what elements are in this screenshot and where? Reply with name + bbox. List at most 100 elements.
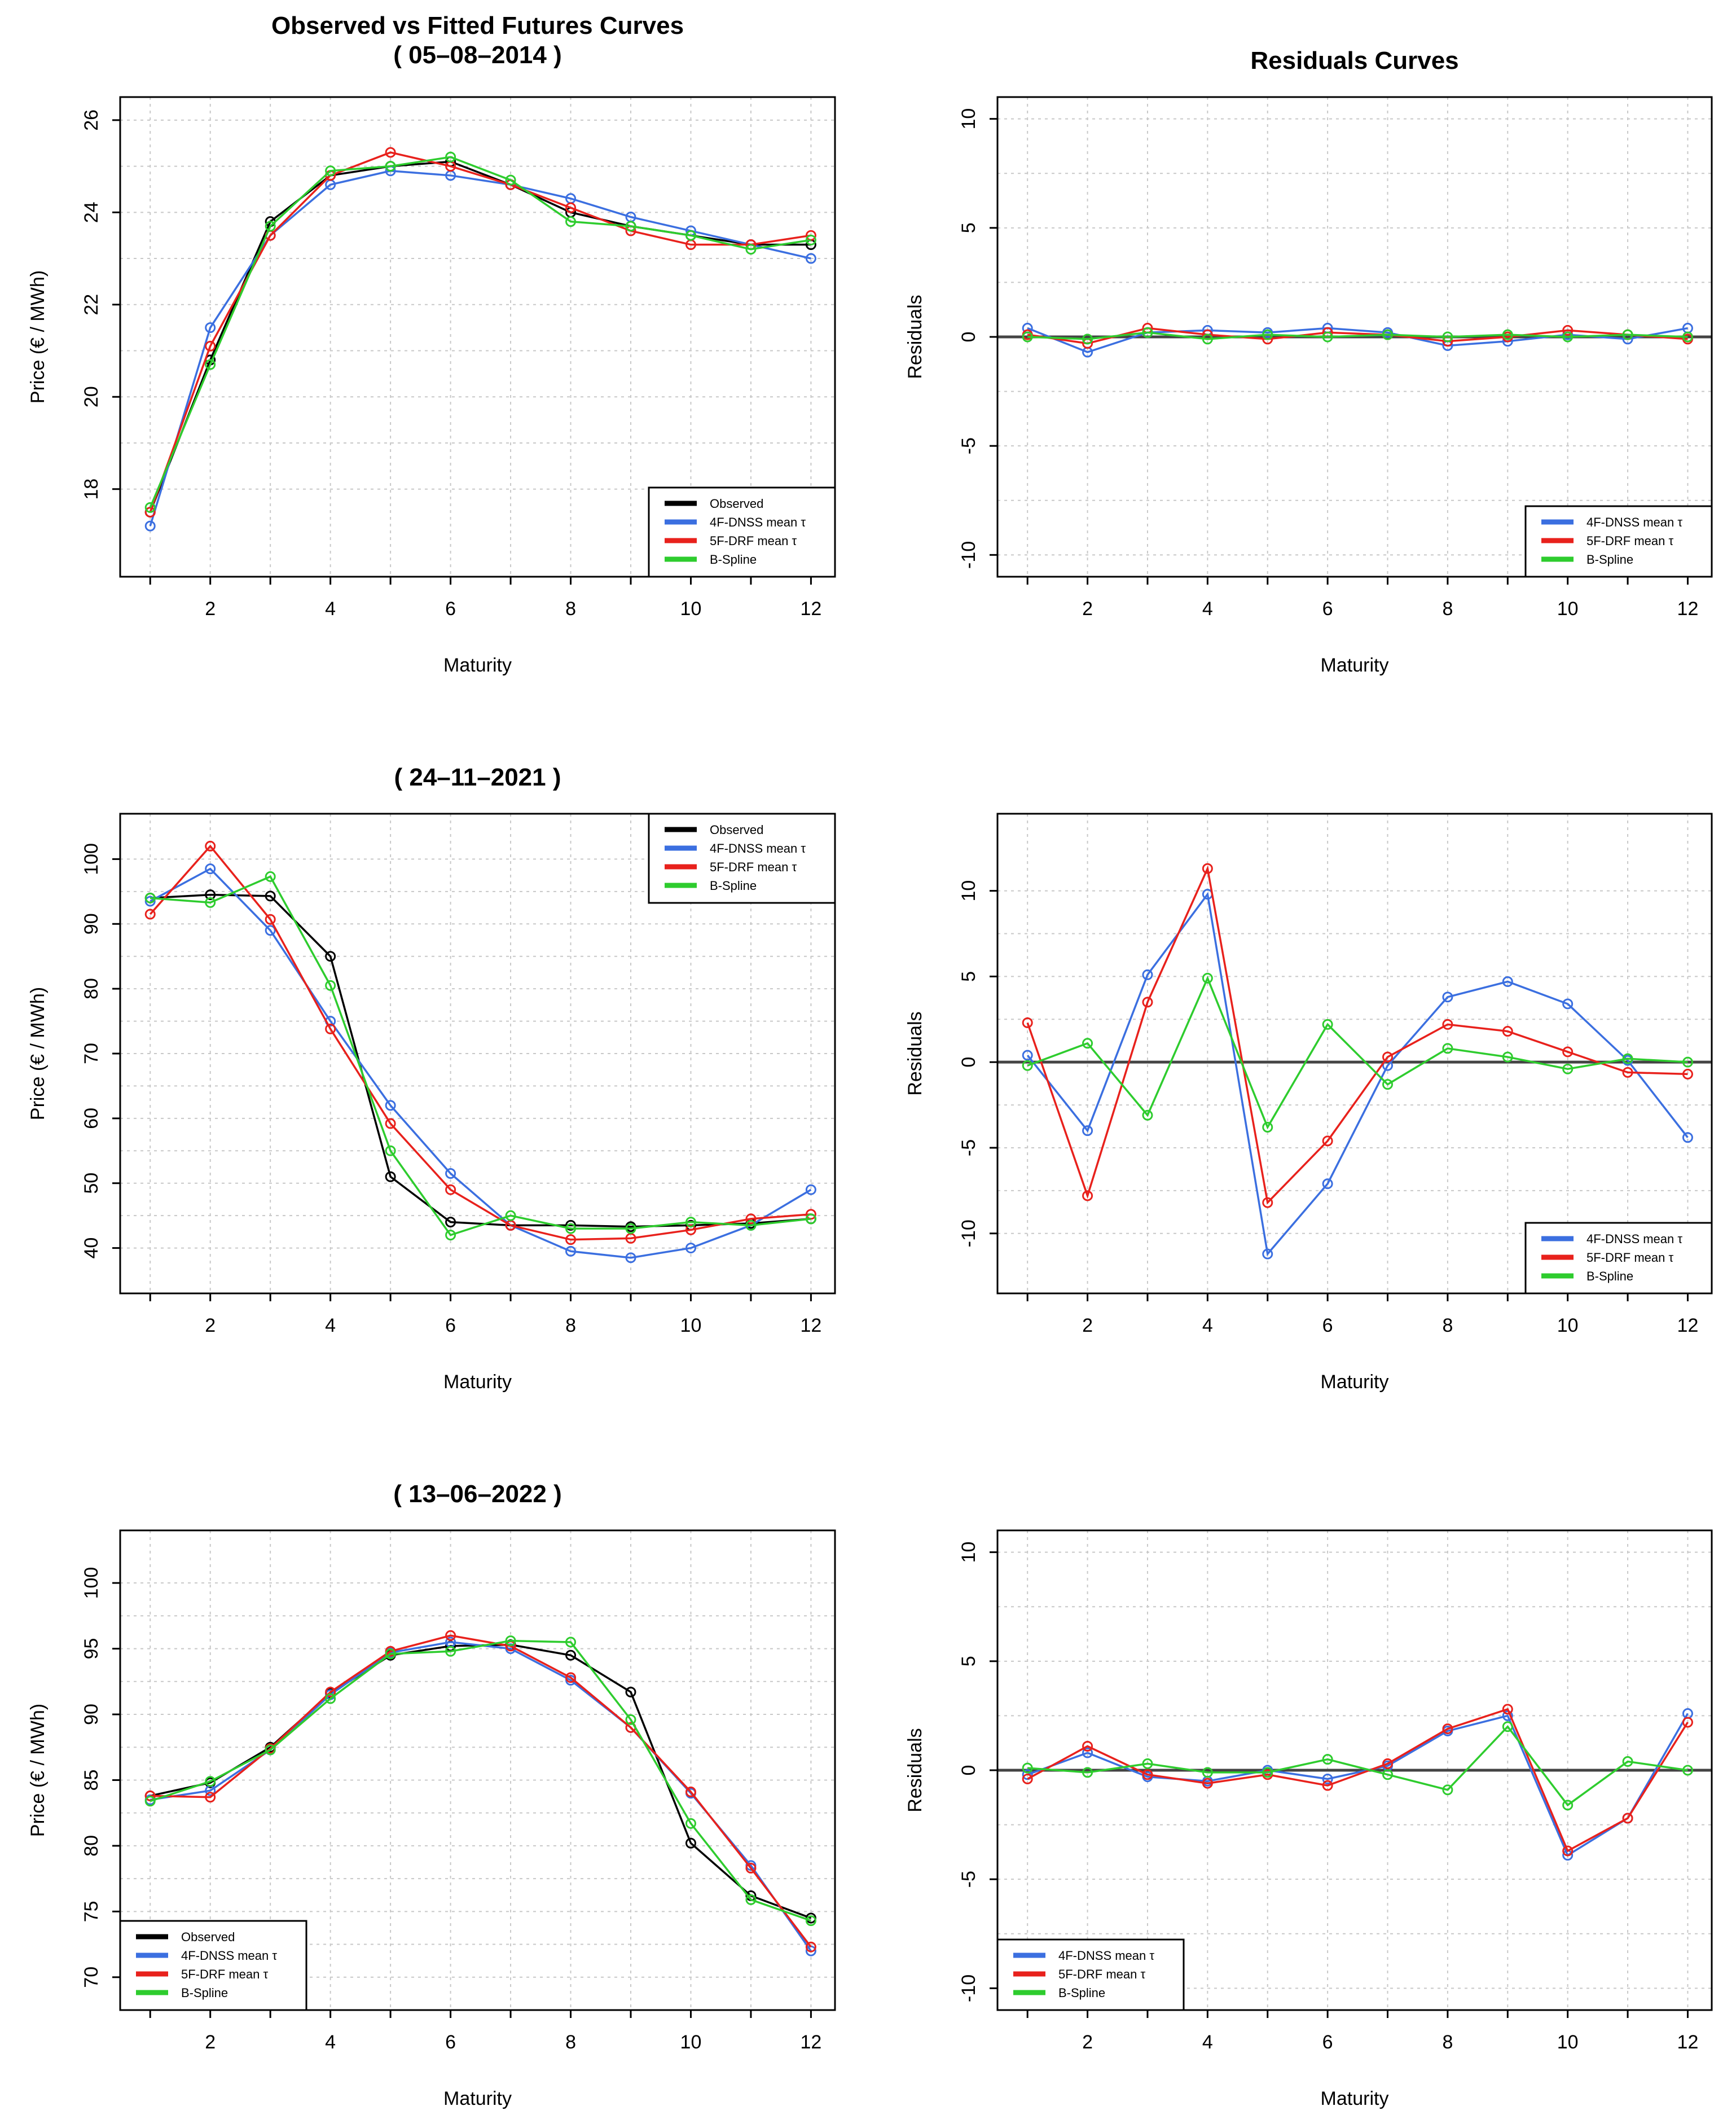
y-tick-label: 100 — [81, 843, 102, 875]
data-point-5f-drf-mean — [325, 1686, 336, 1697]
data-point-b-spline — [1382, 1769, 1394, 1780]
legend-label: 5F-DRF mean τ — [1058, 1967, 1145, 1981]
series-line-4f-dnss-mean — [150, 867, 812, 1259]
data-point-b-spline — [1022, 1060, 1033, 1071]
data-point-b-spline — [385, 161, 396, 172]
legend: Observed 4F-DNSS mean τ 5F-DRF mean τ B-Spl… — [648, 486, 836, 578]
data-point-b-spline — [1382, 1079, 1394, 1090]
legend-label: B-Spline — [710, 552, 757, 567]
data-point-b-spline — [1082, 1038, 1093, 1049]
x-axis-label: Maturity — [443, 2088, 512, 2109]
data-point-b-spline — [1262, 1122, 1273, 1133]
data-point-b-spline — [1442, 331, 1453, 343]
data-point-observed — [205, 889, 216, 901]
data-point-b-spline — [1322, 331, 1333, 343]
y-axis-label: Price (€ / MWh) — [27, 987, 49, 1120]
data-point-b-spline — [505, 1210, 516, 1221]
series-line-observed — [150, 1643, 812, 1919]
x-tick-label: 10 — [680, 2032, 702, 2053]
legend-label: 5F-DRF mean τ — [710, 534, 797, 548]
x-tick-label: 2 — [205, 1315, 216, 1336]
data-point-b-spline — [685, 1217, 696, 1228]
data-point-b-spline — [1562, 1063, 1574, 1074]
data-point-b-spline — [1382, 329, 1394, 340]
x-tick-label: 12 — [800, 2032, 821, 2053]
data-point-4f-dnss-mean — [685, 1243, 696, 1254]
x-tick-label: 10 — [1557, 2032, 1579, 2053]
chart-panel-p5: 2 4 6 8 10 12 70 75 80 85 90 95 100 Maturity Price (€ … — [27, 1480, 836, 2109]
series-line-b-spline — [149, 156, 811, 508]
y-tick-label: 5 — [958, 971, 979, 982]
data-point-4f-dnss-mean — [1562, 998, 1574, 1010]
y-axis-label: Price (€ / MWh) — [27, 1704, 49, 1837]
data-point-b-spline — [144, 892, 156, 903]
y-tick-label: 70 — [81, 1043, 102, 1064]
data-point-b-spline — [445, 151, 456, 163]
data-point-b-spline — [144, 502, 156, 513]
data-point-observed — [565, 1649, 577, 1661]
x-tick-label: 4 — [1202, 1315, 1213, 1336]
legend-label: 4F-DNSS mean τ — [1058, 1949, 1154, 1963]
y-tick-label: 90 — [81, 913, 102, 934]
y-tick-label: 90 — [81, 1704, 102, 1725]
data-point-5f-drf-mean — [325, 1023, 336, 1034]
series-line-4f-dnss-mean — [1027, 1713, 1689, 1857]
data-point-5f-drf-mean — [1082, 1190, 1093, 1201]
data-point-b-spline — [1262, 329, 1273, 340]
data-point-5f-drf-mean — [1562, 1046, 1574, 1058]
data-point-b-spline — [805, 234, 816, 245]
series-line-4f-dnss-mean — [1027, 327, 1688, 353]
data-point-b-spline — [265, 1744, 276, 1756]
x-axis-label: Maturity — [443, 655, 512, 676]
data-point-b-spline — [1442, 1784, 1453, 1796]
x-tick-label: 8 — [565, 1315, 576, 1336]
legend-label: 4F-DNSS mean τ — [181, 1949, 277, 1963]
legend: 4F-DNSS mean τ 5F-DRF mean τ B-Spline — [996, 1938, 1185, 2011]
chart-title: ( 05–08–2014 ) — [393, 41, 561, 69]
data-point-4f-dnss-mean — [805, 1184, 816, 1195]
data-point-b-spline — [325, 1693, 336, 1704]
data-point-observed — [625, 1686, 636, 1697]
data-point-5f-drf-mean — [685, 1224, 696, 1235]
data-point-4f-dnss-mean — [1322, 1178, 1333, 1190]
data-point-5f-drf-mean — [1322, 1780, 1333, 1791]
legend-label: Observed — [181, 1930, 235, 1944]
x-tick-label: 2 — [1082, 1315, 1093, 1336]
legend-label: B-Spline — [1586, 552, 1633, 567]
data-point-4f-dnss-mean — [1142, 969, 1153, 980]
data-point-b-spline — [325, 980, 336, 991]
legend-label: 4F-DNSS mean τ — [710, 841, 806, 855]
chart-title: Observed vs Fitted Futures Curves — [271, 12, 684, 40]
data-point-4f-dnss-mean — [1502, 976, 1513, 987]
data-point-5f-drf-mean — [445, 1184, 456, 1195]
x-axis-label: Maturity — [1321, 655, 1389, 676]
legend: Observed 4F-DNSS mean τ 5F-DRF mean τ B-Spl… — [648, 813, 836, 904]
legend-label: Observed — [710, 823, 763, 837]
x-tick-label: 4 — [1202, 2032, 1213, 2053]
series-line-observed — [149, 160, 811, 513]
y-tick-label: 0 — [958, 1057, 979, 1068]
data-point-b-spline — [1262, 1767, 1273, 1778]
data-point-4f-dnss-mean — [1682, 1132, 1693, 1143]
x-tick-label: 8 — [1442, 1315, 1453, 1336]
data-point-observed — [685, 1837, 696, 1849]
data-point-b-spline — [1622, 1053, 1633, 1064]
y-tick-label: 5 — [958, 222, 979, 233]
y-axis-label: Residuals — [904, 1011, 926, 1095]
data-point-b-spline — [745, 244, 757, 255]
x-tick-label: 4 — [325, 598, 336, 620]
x-tick-label: 6 — [1322, 598, 1333, 620]
series-line-5f-drf-mean — [149, 151, 811, 513]
data-point-b-spline — [144, 1796, 156, 1807]
data-point-b-spline — [1082, 1767, 1093, 1778]
x-tick-label: 2 — [1082, 2032, 1093, 2053]
data-point-5f-drf-mean — [385, 1118, 396, 1129]
data-point-5f-drf-mean — [1682, 1068, 1693, 1080]
x-tick-label: 10 — [680, 598, 702, 620]
legend-label: 5F-DRF mean τ — [1586, 1251, 1673, 1265]
y-axis-label: Price (€ / MWh) — [27, 270, 49, 403]
data-point-b-spline — [385, 1648, 396, 1660]
data-point-b-spline — [385, 1145, 396, 1156]
series-line-b-spline — [150, 1639, 811, 1922]
data-point-b-spline — [1622, 1756, 1633, 1767]
